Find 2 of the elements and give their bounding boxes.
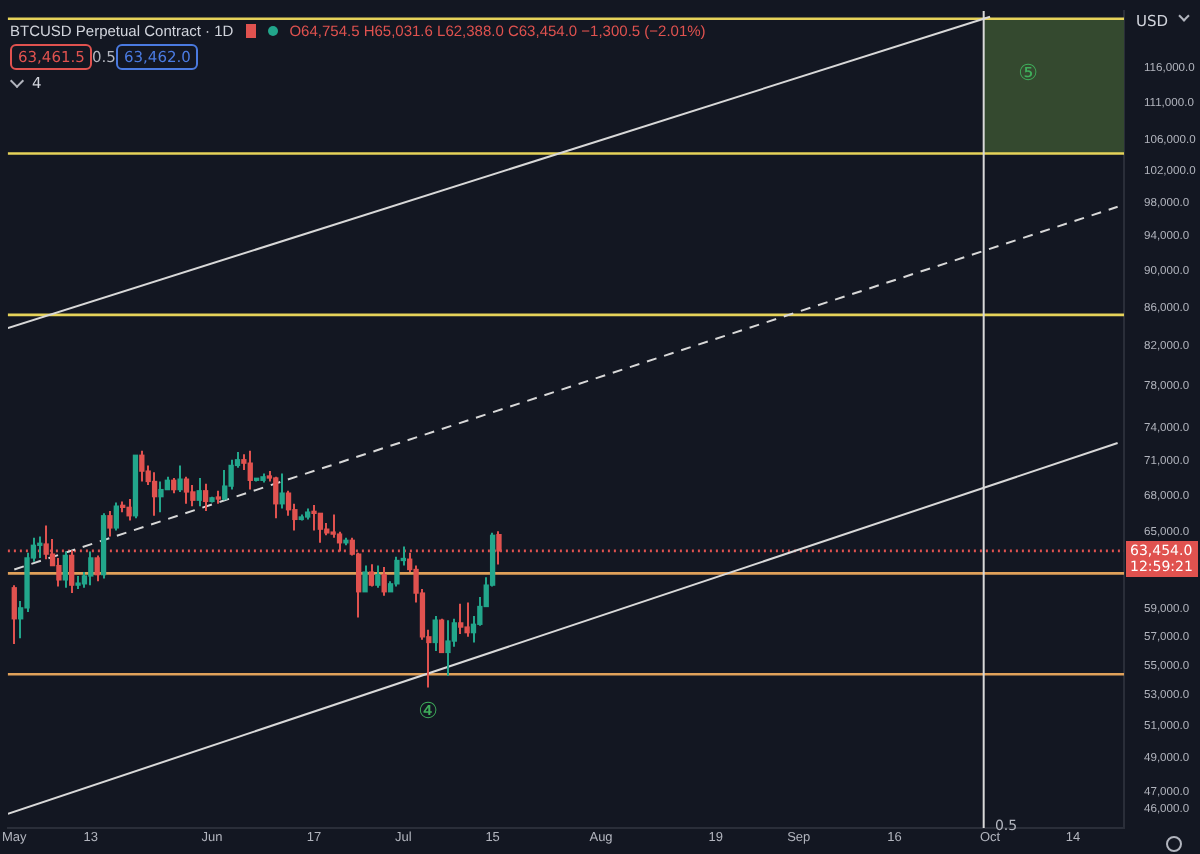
annotation: ④ xyxy=(418,697,439,724)
annotation: ⑤ xyxy=(1018,59,1039,86)
